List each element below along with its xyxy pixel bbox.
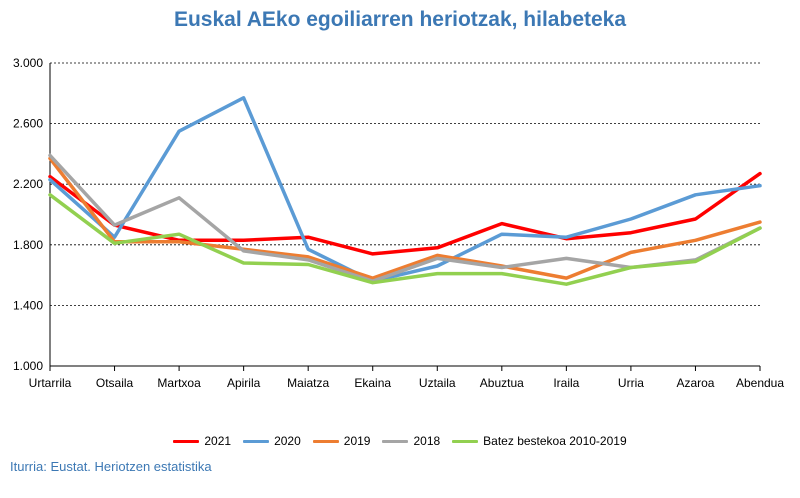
legend: 2021 2020 2019 2018 Batez bestekoa 2010-2019 [0, 434, 800, 448]
x-tick-label: Martxoa [157, 376, 201, 390]
legend-label: 2020 [274, 434, 301, 448]
legend-item: 2018 [382, 434, 440, 448]
legend-swatch [243, 439, 270, 443]
legend-swatch [312, 439, 339, 443]
y-tick-label: 2.200 [13, 177, 43, 191]
x-tick-label: Otsaila [96, 376, 134, 390]
x-tick-label: Iraila [553, 376, 579, 390]
x-tick-label: Ekaina [354, 376, 391, 390]
x-tick-label: Urtarrila [29, 376, 72, 390]
x-tick-label: Maiatza [287, 376, 329, 390]
series-line-batez-bestekoa-2010-2019 [48, 193, 762, 286]
axis-layer [49, 63, 761, 371]
y-tick-label: 1.000 [13, 359, 43, 373]
x-tick-label: Urria [618, 376, 644, 390]
legend-item: Batez bestekoa 2010-2019 [452, 434, 627, 448]
legend-swatch [452, 439, 479, 443]
series-line-2020 [48, 96, 762, 283]
y-tick-label: 3.000 [13, 56, 43, 70]
x-tick-label: Uztaila [419, 376, 456, 390]
legend-item: 2021 [173, 434, 231, 448]
legend-item: 2020 [243, 434, 301, 448]
x-tick-label: Apirila [227, 376, 261, 390]
source-note: Iturria: Eustat. Heriotzen estatistika [10, 459, 212, 474]
series-layer [48, 96, 762, 286]
x-tick-label: Azaroa [676, 376, 714, 390]
series-line-2019 [48, 156, 762, 280]
chart-title: Euskal AEko egoiliarren heriotzak, hilab… [173, 8, 627, 31]
series-line-2021 [48, 171, 762, 256]
y-tick-label: 1.400 [13, 298, 43, 312]
legend-item: 2019 [312, 434, 371, 448]
y-tick-label: 2.600 [13, 117, 43, 131]
y-tick-label: 1.800 [13, 238, 43, 252]
legend-swatch [382, 439, 409, 443]
label-layer: 1.000 1.400 1.800 2.200 2.600 3.000 Urtarrila O… [13, 56, 784, 390]
series-line-2018 [48, 153, 762, 283]
legend-label: 2019 [343, 434, 371, 448]
x-tick-label: Abuztua [480, 376, 524, 390]
x-tick-label: Abendua [736, 376, 784, 390]
legend-swatch [173, 439, 200, 443]
legend-label: Batez bestekoa 2010-2019 [483, 434, 627, 448]
legend-label: 2021 [204, 434, 232, 448]
legend-label: 2018 [413, 434, 441, 448]
